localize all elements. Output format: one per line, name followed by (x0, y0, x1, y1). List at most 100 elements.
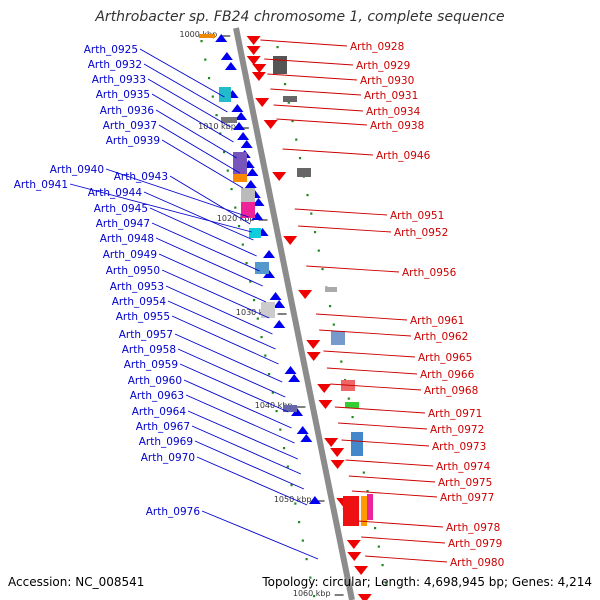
right-label-leader (270, 88, 362, 96)
left-gene-label[interactable]: Arth_0970 (141, 452, 195, 464)
tick-mark (200, 40, 203, 43)
right-gene-label[interactable]: Arth_0966 (420, 369, 475, 381)
tick-mark (313, 231, 317, 234)
reverse-gene-arrow (298, 290, 313, 299)
left-gene-label[interactable]: Arth_0944 (88, 187, 143, 199)
reverse-gene-arrow (346, 540, 361, 549)
right-gene-label[interactable]: Arth_0938 (370, 120, 424, 132)
right-gene-label[interactable]: Arth_0968 (424, 385, 478, 397)
tick-mark (312, 595, 316, 598)
right-gene-label[interactable]: Arth_0973 (432, 441, 486, 453)
feature-block (343, 496, 359, 526)
right-gene-label[interactable]: Arth_0980 (450, 557, 504, 569)
forward-gene-arrow (240, 140, 253, 148)
left-gene-label[interactable]: Arth_0955 (116, 311, 170, 323)
right-gene-label[interactable]: Arth_0975 (438, 477, 492, 489)
feature-block (241, 202, 255, 218)
right-label-leader (351, 490, 438, 498)
right-gene-label[interactable]: Arth_0928 (350, 41, 404, 53)
left-gene-label[interactable]: Arth_0940 (50, 164, 104, 176)
tick-mark (230, 188, 233, 191)
feature-block (255, 262, 269, 274)
right-gene-label[interactable]: Arth_0951 (390, 210, 444, 222)
right-gene-label[interactable]: Arth_0972 (430, 424, 484, 436)
left-gene-label[interactable]: Arth_0947 (96, 218, 150, 230)
left-gene-label[interactable]: Arth_0959 (124, 359, 178, 371)
right-gene-label[interactable]: Arth_0952 (394, 227, 448, 239)
reverse-gene-arrow (246, 36, 261, 45)
left-gene-label[interactable]: Arth_0943 (114, 171, 168, 183)
tick-mark (264, 354, 267, 357)
left-gene-label[interactable]: Arth_0967 (136, 421, 190, 433)
tick-mark (381, 564, 384, 567)
left-gene-label[interactable]: Arth_0939 (106, 135, 160, 147)
right-gene-label[interactable]: Arth_0974 (436, 461, 491, 473)
left-gene-label[interactable]: Arth_0953 (110, 281, 164, 293)
left-label-leader (165, 285, 273, 335)
feature-block (249, 228, 261, 238)
forward-gene-arrow (224, 62, 237, 70)
left-gene-label[interactable]: Arth_0932 (88, 59, 142, 71)
right-gene-label[interactable]: Arth_0977 (440, 492, 494, 504)
tick-mark (287, 101, 290, 104)
left-gene-label[interactable]: Arth_0945 (94, 203, 148, 215)
left-gene-label[interactable]: Arth_0969 (139, 436, 193, 448)
left-gene-label[interactable]: Arth_0958 (122, 344, 176, 356)
tick-mark (321, 268, 324, 271)
right-gene-label[interactable]: Arth_0930 (360, 75, 414, 87)
left-gene-label[interactable]: Arth_0949 (103, 249, 157, 261)
right-gene-label[interactable]: Arth_0929 (356, 60, 410, 72)
left-gene-label[interactable]: Arth_0960 (128, 375, 182, 387)
forward-gene-arrow (233, 122, 246, 130)
forward-gene-arrow (215, 34, 228, 42)
right-gene-label[interactable]: Arth_0956 (402, 267, 457, 279)
left-gene-label[interactable]: Arth_0935 (96, 89, 150, 101)
forward-gene-arrow (231, 104, 244, 112)
right-label-leader (276, 118, 368, 126)
left-gene-label[interactable]: Arth_0936 (100, 105, 155, 117)
tick-mark (283, 83, 287, 86)
feature-block (297, 168, 311, 177)
scale-label: 1010 kbp (198, 122, 236, 131)
left-gene-label[interactable]: Arth_0954 (112, 296, 167, 308)
right-gene-label[interactable]: Arth_0931 (364, 90, 418, 102)
right-gene-label[interactable]: Arth_0961 (410, 315, 464, 327)
left-gene-label[interactable]: Arth_0964 (132, 406, 187, 418)
right-gene-label[interactable]: Arth_0979 (448, 538, 502, 550)
tick-mark (295, 138, 298, 141)
right-gene-label[interactable]: Arth_0934 (366, 106, 421, 118)
left-gene-label[interactable]: Arth_0950 (106, 265, 160, 277)
right-gene-label[interactable]: Arth_0971 (428, 408, 482, 420)
forward-gene-arrow (235, 112, 248, 120)
tick-mark (366, 490, 369, 493)
feature-block (331, 331, 345, 345)
right-gene-label[interactable]: Arth_0978 (446, 522, 500, 534)
forward-gene-arrow (296, 426, 309, 434)
right-gene-label[interactable]: Arth_0946 (376, 150, 431, 162)
forward-gene-arrow (263, 250, 276, 258)
left-gene-label[interactable]: Arth_0948 (100, 233, 154, 245)
left-gene-label[interactable]: Arth_0963 (130, 390, 184, 402)
left-gene-label[interactable]: Arth_0925 (84, 44, 138, 56)
reverse-gene-arrow (347, 552, 362, 561)
tick-mark (271, 391, 274, 394)
left-gene-label[interactable]: Arth_0933 (92, 74, 146, 86)
feature-block (233, 174, 247, 182)
left-gene-label[interactable]: Arth_0937 (103, 120, 157, 132)
tick-mark (306, 194, 309, 197)
right-label-leader (298, 225, 392, 233)
left-gene-label[interactable]: Arth_0957 (119, 329, 173, 341)
left-label-leader (139, 48, 225, 98)
right-gene-label[interactable]: Arth_0965 (418, 352, 472, 364)
forward-gene-arrow (263, 270, 276, 278)
left-label-leader (158, 253, 267, 303)
feature-block (221, 117, 237, 123)
right-label-leader (361, 536, 446, 544)
right-gene-label[interactable]: Arth_0962 (414, 331, 468, 343)
forward-gene-arrow (220, 52, 233, 60)
reverse-gene-arrow (283, 236, 298, 245)
forward-gene-arrow (246, 168, 259, 176)
left-gene-label[interactable]: Arth_0941 (14, 179, 68, 191)
feature-block (361, 496, 367, 526)
left-gene-label[interactable]: Arth_0976 (146, 506, 201, 518)
